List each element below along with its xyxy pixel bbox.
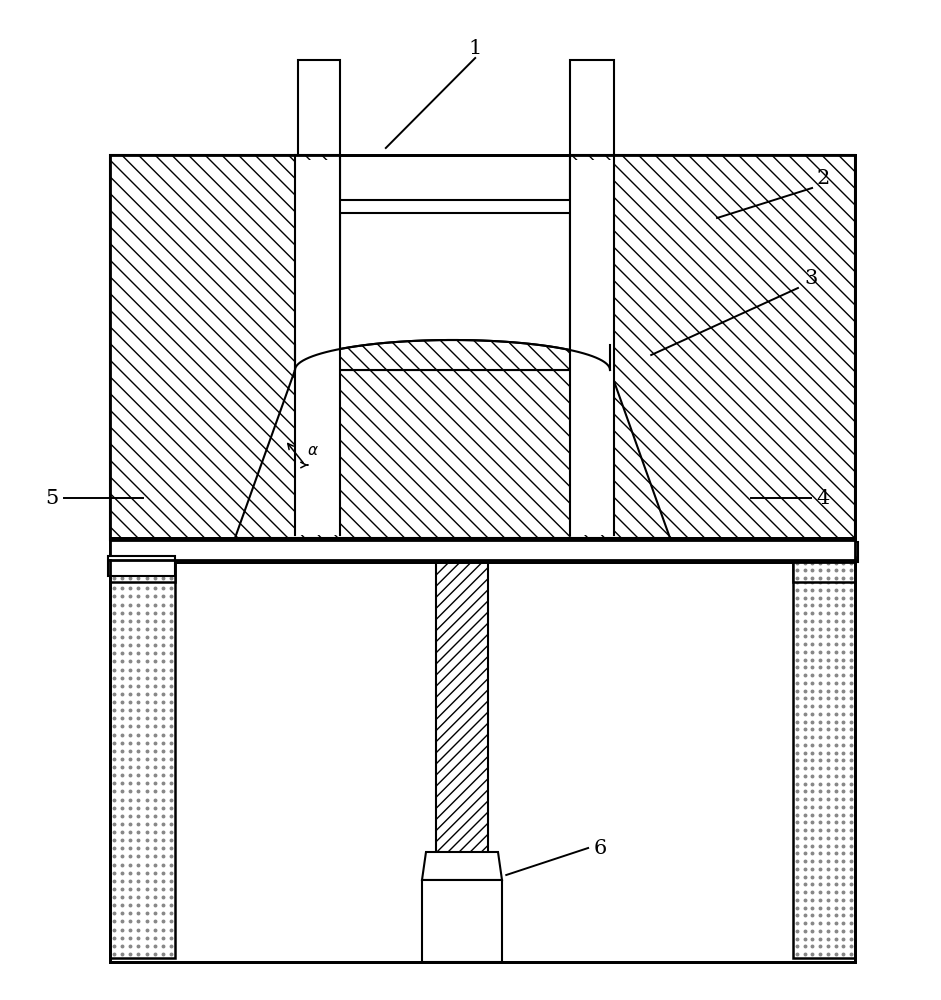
Polygon shape xyxy=(570,155,855,540)
Polygon shape xyxy=(110,538,855,562)
Polygon shape xyxy=(793,564,855,958)
Polygon shape xyxy=(235,370,670,538)
Polygon shape xyxy=(110,564,175,958)
Text: 1: 1 xyxy=(469,38,482,57)
Polygon shape xyxy=(422,880,502,962)
Polygon shape xyxy=(298,60,340,155)
Polygon shape xyxy=(110,560,855,962)
Polygon shape xyxy=(300,200,607,213)
Polygon shape xyxy=(108,556,175,576)
Text: 4: 4 xyxy=(817,488,830,508)
Polygon shape xyxy=(110,538,855,562)
Text: α: α xyxy=(308,443,318,458)
Polygon shape xyxy=(793,557,855,582)
Polygon shape xyxy=(422,852,502,880)
Polygon shape xyxy=(570,160,614,535)
Text: 5: 5 xyxy=(45,488,58,508)
Polygon shape xyxy=(795,542,858,562)
Polygon shape xyxy=(110,557,175,582)
Polygon shape xyxy=(436,560,488,962)
Polygon shape xyxy=(570,60,614,155)
Text: 3: 3 xyxy=(805,268,818,288)
Polygon shape xyxy=(295,160,340,535)
Polygon shape xyxy=(110,155,855,540)
Polygon shape xyxy=(110,155,340,540)
Text: 2: 2 xyxy=(817,168,830,188)
Polygon shape xyxy=(295,340,610,370)
Text: 6: 6 xyxy=(594,838,607,857)
